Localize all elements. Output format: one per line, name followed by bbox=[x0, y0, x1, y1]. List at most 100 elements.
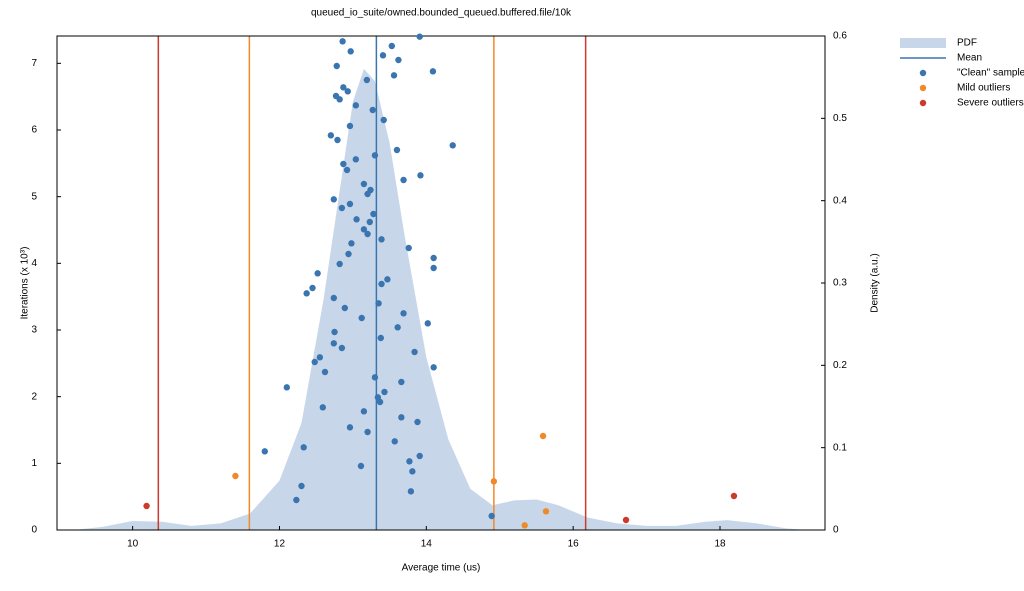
point bbox=[316, 354, 324, 361]
point bbox=[344, 88, 351, 95]
legend-label: PDF bbox=[957, 38, 977, 49]
point bbox=[353, 216, 360, 223]
point bbox=[369, 106, 376, 114]
point bbox=[334, 136, 341, 144]
point bbox=[429, 68, 437, 75]
point bbox=[352, 102, 360, 109]
point bbox=[346, 122, 354, 130]
point bbox=[622, 516, 630, 524]
pdf-area bbox=[73, 68, 809, 530]
point bbox=[400, 310, 407, 317]
point bbox=[449, 142, 456, 149]
point bbox=[352, 156, 360, 163]
point bbox=[339, 38, 346, 45]
point bbox=[376, 398, 384, 406]
point bbox=[336, 260, 343, 268]
point bbox=[395, 56, 402, 64]
point bbox=[730, 492, 738, 500]
point bbox=[542, 508, 550, 515]
point bbox=[346, 200, 354, 208]
point bbox=[319, 404, 326, 411]
y2-tick-label: 0 bbox=[833, 525, 839, 536]
x-axis-label: Average time (us) bbox=[402, 563, 481, 574]
point bbox=[336, 96, 343, 103]
point bbox=[346, 424, 354, 431]
point bbox=[407, 488, 415, 495]
point bbox=[416, 452, 423, 460]
point bbox=[430, 254, 437, 262]
point bbox=[364, 190, 371, 198]
point bbox=[338, 344, 346, 352]
point bbox=[314, 270, 321, 277]
legend-swatch bbox=[919, 99, 927, 107]
point bbox=[364, 428, 371, 436]
y2-tick-label: 0.1 bbox=[833, 442, 847, 453]
point bbox=[298, 482, 305, 490]
legend-swatch bbox=[919, 84, 927, 92]
y-tick-label: 6 bbox=[31, 125, 37, 136]
y-tick-label: 7 bbox=[31, 58, 37, 69]
point bbox=[400, 176, 407, 184]
point bbox=[357, 462, 365, 470]
point bbox=[398, 378, 405, 386]
point bbox=[384, 276, 391, 283]
point bbox=[393, 146, 401, 154]
point bbox=[488, 512, 495, 520]
y2-tick-label: 0.3 bbox=[833, 278, 847, 289]
x-tick-label: 18 bbox=[714, 539, 726, 550]
point bbox=[340, 160, 347, 168]
point bbox=[345, 250, 352, 258]
point bbox=[521, 522, 528, 529]
x-tick-label: 10 bbox=[127, 539, 139, 550]
point bbox=[347, 48, 354, 55]
y-tick-label: 4 bbox=[31, 258, 37, 269]
point bbox=[366, 218, 373, 226]
point bbox=[261, 448, 268, 455]
point bbox=[430, 264, 437, 272]
point bbox=[379, 52, 387, 59]
point bbox=[411, 348, 418, 356]
point bbox=[330, 196, 338, 203]
point bbox=[406, 458, 413, 465]
point bbox=[377, 334, 384, 342]
point bbox=[375, 300, 382, 307]
point bbox=[143, 502, 150, 510]
point bbox=[424, 320, 431, 327]
point bbox=[360, 226, 368, 233]
y2-tick-label: 0.4 bbox=[833, 195, 847, 206]
point bbox=[490, 478, 498, 485]
point bbox=[360, 180, 368, 188]
y2-tick-label: 0.2 bbox=[833, 360, 847, 371]
point bbox=[303, 290, 310, 297]
y-tick-label: 1 bbox=[31, 458, 37, 469]
point bbox=[430, 364, 437, 371]
point bbox=[391, 438, 398, 445]
point bbox=[363, 76, 371, 84]
point bbox=[327, 132, 335, 139]
point bbox=[388, 42, 396, 50]
x-tick-label: 16 bbox=[568, 539, 580, 550]
y2-axis-label: Density (a.u.) bbox=[870, 253, 881, 312]
point bbox=[380, 116, 387, 124]
point bbox=[309, 284, 316, 292]
point bbox=[390, 72, 398, 79]
point bbox=[321, 368, 329, 376]
point bbox=[416, 33, 423, 40]
point bbox=[330, 294, 338, 302]
point bbox=[293, 496, 300, 504]
x-tick-label: 12 bbox=[274, 539, 286, 550]
point bbox=[343, 166, 351, 174]
point bbox=[370, 210, 377, 218]
y-tick-label: 0 bbox=[31, 525, 37, 536]
point bbox=[405, 244, 412, 252]
legend-label: Mild outliers bbox=[957, 83, 1010, 94]
point bbox=[371, 374, 379, 381]
point bbox=[360, 408, 368, 415]
point bbox=[371, 152, 379, 159]
chart-title: queued_io_suite/owned.bounded_queued.buf… bbox=[311, 8, 572, 19]
y-tick-label: 3 bbox=[31, 325, 37, 336]
legend-swatch bbox=[919, 69, 927, 77]
point bbox=[311, 358, 318, 366]
point bbox=[364, 230, 371, 238]
